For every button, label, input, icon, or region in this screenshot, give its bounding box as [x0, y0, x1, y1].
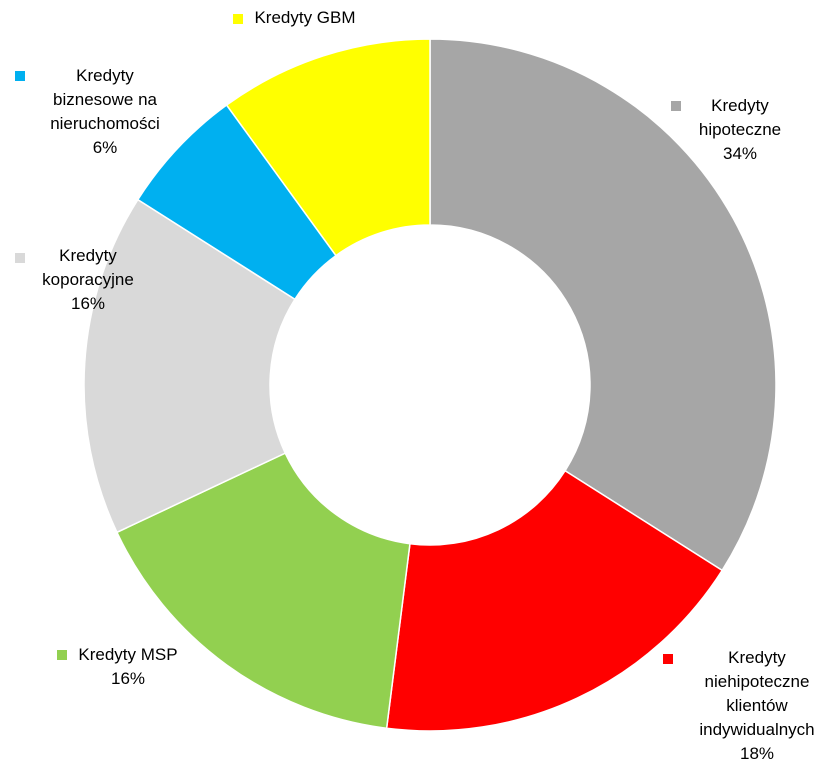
value-label: 18%	[739, 744, 775, 763]
slice-label: Kredyty hipoteczne 34%	[684, 94, 796, 166]
legend-key	[57, 650, 67, 660]
category-label: Kredyty biznesowe na nieruchomości	[50, 66, 160, 133]
slice-label: Kredyty GBM	[245, 6, 365, 30]
value-label: 34%	[722, 144, 758, 163]
slice-label: Kredyty niehipoteczne klientów indywidua…	[682, 646, 832, 766]
slice-label: Kredyty biznesowe na nieruchomości 6%	[40, 64, 170, 160]
donut-slice	[83, 198, 296, 534]
slice-label: Kredyty koporacyjne 16%	[32, 244, 144, 316]
category-label: Kredyty koporacyjne	[42, 246, 134, 289]
category-label: Kredyty niehipoteczne klientów indywidua…	[699, 648, 815, 739]
legend-key	[233, 14, 243, 24]
category-label: Kredyty hipoteczne	[698, 96, 782, 139]
category-label: Kredyty MSP	[78, 645, 178, 664]
donut-slice	[225, 38, 431, 257]
donut-slice	[429, 38, 777, 572]
donut-slice	[115, 452, 411, 730]
legend-key	[663, 654, 673, 664]
legend-key	[15, 71, 25, 81]
value-label: 16%	[70, 294, 106, 313]
value-label: 6%	[92, 138, 118, 157]
value-label: 16%	[110, 669, 146, 688]
category-label: Kredyty GBM	[254, 8, 356, 27]
donut-slice	[385, 469, 724, 732]
slice-label: Kredyty MSP 16%	[72, 643, 184, 691]
legend-key	[15, 253, 25, 263]
legend-key	[671, 101, 681, 111]
